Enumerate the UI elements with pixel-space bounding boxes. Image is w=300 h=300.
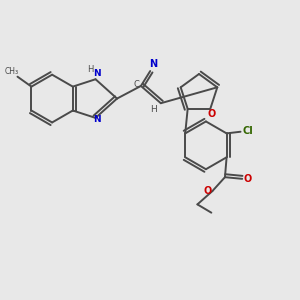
Text: O: O xyxy=(244,174,252,184)
Text: H: H xyxy=(87,65,93,74)
Text: N: N xyxy=(93,115,100,124)
Text: H: H xyxy=(150,105,157,114)
Text: CH₃: CH₃ xyxy=(4,67,19,76)
Text: O: O xyxy=(208,109,216,119)
Text: N: N xyxy=(149,59,158,69)
Text: C: C xyxy=(133,80,139,89)
Text: Cl: Cl xyxy=(242,126,253,136)
Text: N: N xyxy=(93,69,100,78)
Text: O: O xyxy=(204,186,212,196)
